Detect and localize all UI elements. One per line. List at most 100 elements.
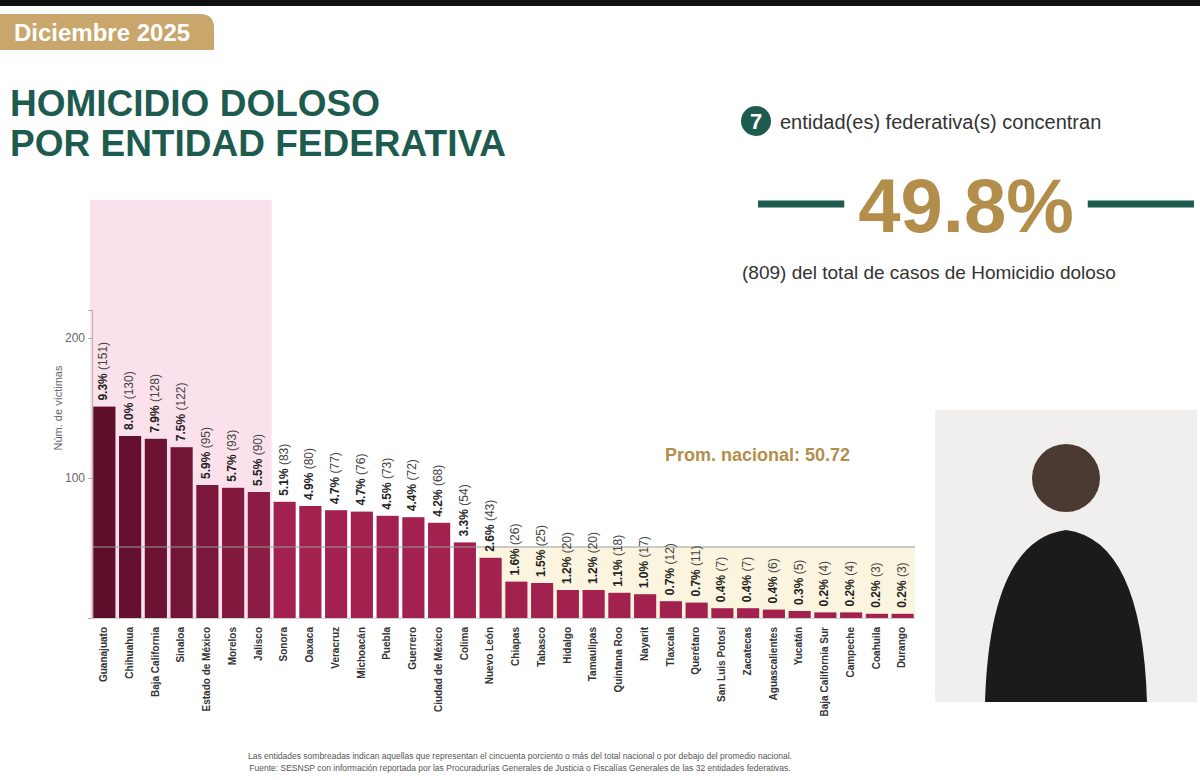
top-band (0, 0, 1200, 6)
bar (763, 610, 785, 618)
x-tick: Baja California Sur (819, 618, 830, 716)
bars (93, 407, 913, 618)
x-tick-label: Hidalgo (562, 627, 573, 664)
x-tick: Yucatán (793, 618, 804, 665)
bar (377, 516, 399, 618)
x-tick-label: Chiapas (510, 627, 521, 666)
y-axis: 100200 (65, 311, 93, 619)
x-tick-label: Colima (459, 627, 470, 661)
data-label: 7.5% (122) (174, 382, 188, 441)
x-tick-label: Jalisco (253, 627, 264, 661)
x-tick: Estado de México (201, 618, 212, 711)
count-text: entidad(es) federativa(s) concentran (780, 111, 1101, 133)
footnote: Las entidades sombreadas indican aquella… (248, 751, 792, 761)
slide: Diciembre 2025HOMICIDIO DOLOSOPOR ENTIDA… (0, 0, 1200, 780)
bar (145, 439, 167, 618)
x-tick: Quintana Roo (613, 618, 624, 693)
x-tick: Tamaulipas (587, 618, 598, 681)
bar (686, 603, 708, 618)
bar (299, 506, 321, 618)
bar (634, 594, 656, 618)
x-tick-label: Aguascalientes (768, 627, 779, 701)
bar (583, 590, 605, 618)
x-tick-label: Guanajuato (98, 627, 109, 682)
bar (428, 523, 450, 618)
data-label: 4.5% (73) (380, 458, 394, 510)
bar (505, 582, 527, 618)
average-line (92, 546, 915, 547)
data-label: 0.2% (3) (895, 562, 909, 607)
share-rule (758, 201, 844, 208)
x-tick-label: Estado de México (201, 627, 212, 711)
x-tick: Michoacán (356, 618, 367, 679)
x-tick-label: San Luis Potosí (716, 626, 727, 702)
x-tick-label: Puebla (381, 627, 392, 660)
signer-body (985, 530, 1147, 702)
x-tick: Durango (896, 618, 907, 668)
bar (248, 492, 270, 618)
x-tick-label: Ciudad de México (433, 627, 444, 712)
bar (660, 601, 682, 618)
bar (814, 612, 836, 618)
x-tick-label: Guerrero (407, 627, 418, 670)
bar (789, 611, 811, 618)
x-tick: Coahuila (871, 618, 882, 669)
bar (480, 558, 502, 618)
data-label: 4.7% (76) (354, 454, 368, 506)
bar (119, 436, 141, 618)
x-tick-label: Zacatecas (742, 627, 753, 676)
data-label: 0.4% (7) (740, 557, 754, 602)
x-tick: Jalisco (253, 618, 264, 661)
data-label: 1.2% (20) (586, 532, 600, 584)
x-tick: Campeche (845, 618, 856, 678)
data-label: 0.7% (11) (689, 545, 703, 596)
signer-head (1032, 444, 1100, 512)
bar (171, 447, 193, 618)
data-label: 0.7% (12) (663, 543, 677, 595)
x-tick-label: Quintana Roo (613, 627, 624, 693)
x-axis: Guanajuato Chihuahua Baja California Sinalo… (93, 618, 916, 716)
data-label: 0.2% (4) (843, 561, 857, 606)
data-label: 5.7% (93) (225, 430, 239, 482)
data-label: 1.2% (20) (560, 532, 574, 584)
data-label: 0.2% (4) (818, 561, 832, 606)
x-tick: Chiapas (510, 618, 521, 666)
bar (274, 502, 296, 618)
highlight-shade (90, 200, 272, 618)
x-tick: Ciudad de México (433, 618, 444, 712)
data-label: 1.0% (17) (637, 536, 651, 588)
bar (93, 407, 115, 618)
x-tick: Aguascalientes (768, 618, 779, 700)
x-tick: Puebla (381, 618, 392, 660)
x-tick-label: Baja California (150, 627, 161, 697)
bar (840, 612, 862, 618)
bar (866, 614, 888, 618)
x-tick-label: Tlaxcala (665, 627, 676, 667)
bar (351, 512, 373, 618)
y-tick-mark (88, 338, 92, 339)
x-tick-label: Querétaro (690, 627, 701, 675)
footnote: Fuente: SESNSP con información reportada… (249, 763, 790, 773)
data-label: 5.9% (95) (200, 427, 214, 479)
x-tick-label: Sonora (278, 627, 289, 662)
bar (892, 614, 914, 618)
x-tick-label: Oaxaca (304, 627, 315, 663)
bar (454, 542, 476, 618)
x-tick-label: Campeche (845, 627, 856, 678)
share-rule (1088, 201, 1194, 208)
data-label: 8.0% (130) (122, 371, 136, 430)
data-label: 9.3% (151) (97, 342, 111, 401)
bar (325, 510, 347, 618)
count-number: 7 (750, 109, 762, 134)
x-tick-label: Sinaloa (175, 627, 186, 663)
data-label: 4.2% (68) (431, 465, 445, 517)
data-label: 3.3% (54) (457, 484, 471, 536)
x-tick-label: Baja California Sur (819, 627, 830, 717)
x-tick: Chihuahua (124, 618, 135, 679)
y-axis-line (88, 311, 93, 619)
share-detail: (809) del total de casos de Homicidio do… (742, 262, 1116, 283)
bar (196, 485, 218, 618)
x-tick: Nayarit (639, 618, 650, 661)
count-badge (741, 106, 771, 136)
bar (608, 593, 630, 618)
